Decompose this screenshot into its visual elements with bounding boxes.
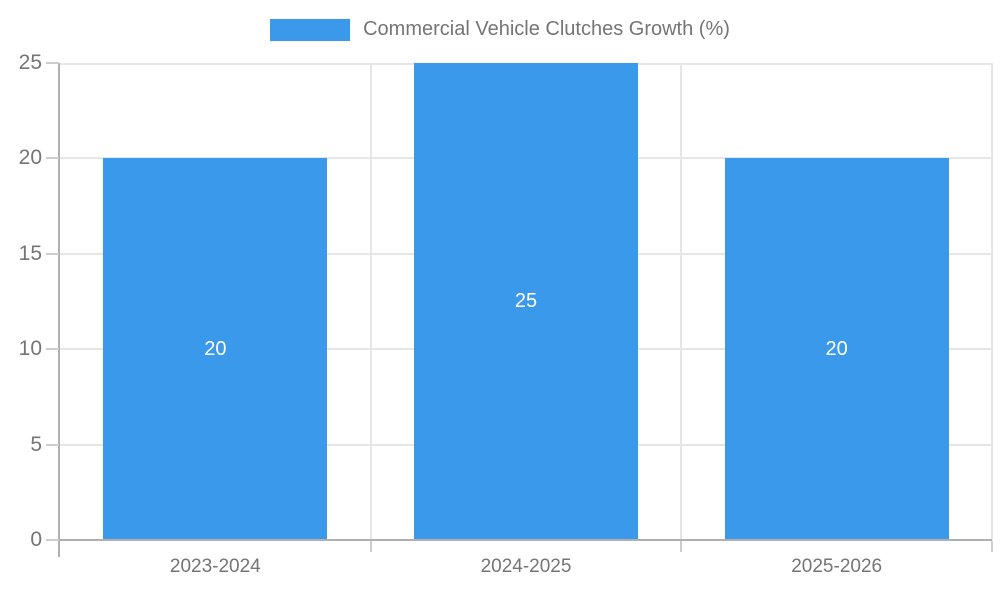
y-tick [46,443,59,446]
chart-legend[interactable]: Commercial Vehicle Clutches Growth (%) [0,18,1000,41]
bar[interactable]: 20 [103,158,328,540]
bar[interactable]: 25 [414,63,638,540]
bar-value-label: 25 [514,290,538,312]
x-tick-label: 2025-2026 [791,556,883,577]
y-tick [46,348,59,351]
gridline-v [991,63,993,540]
y-tick [46,157,59,160]
y-tick-label: 10 [18,337,42,361]
y-tick [46,252,59,255]
y-tick [46,62,59,64]
y-axis-line [58,63,60,557]
y-tick-label: 0 [30,528,42,551]
bar[interactable]: 20 [724,158,949,540]
x-tick [369,541,372,552]
y-tick-label: 20 [18,146,42,170]
x-axis-line [58,539,992,541]
bar-value-label: 20 [825,337,848,360]
y-tick [46,539,59,541]
gridline-v [369,63,372,540]
gridline-v [680,63,683,540]
legend-label: Commercial Vehicle Clutches Growth (%) [363,18,730,40]
y-tick-label: 5 [30,432,42,456]
y-tick-label: 15 [18,241,42,265]
legend-swatch-icon [270,18,351,41]
x-tick-label: 2024-2025 [480,556,572,577]
plot-area: 20 25 20 [60,63,993,540]
x-tick-label: 2023-2024 [169,556,261,577]
y-tick-label: 25 [18,51,42,74]
x-tick [680,541,683,552]
x-tick [991,541,993,552]
bar-value-label: 20 [204,337,227,360]
